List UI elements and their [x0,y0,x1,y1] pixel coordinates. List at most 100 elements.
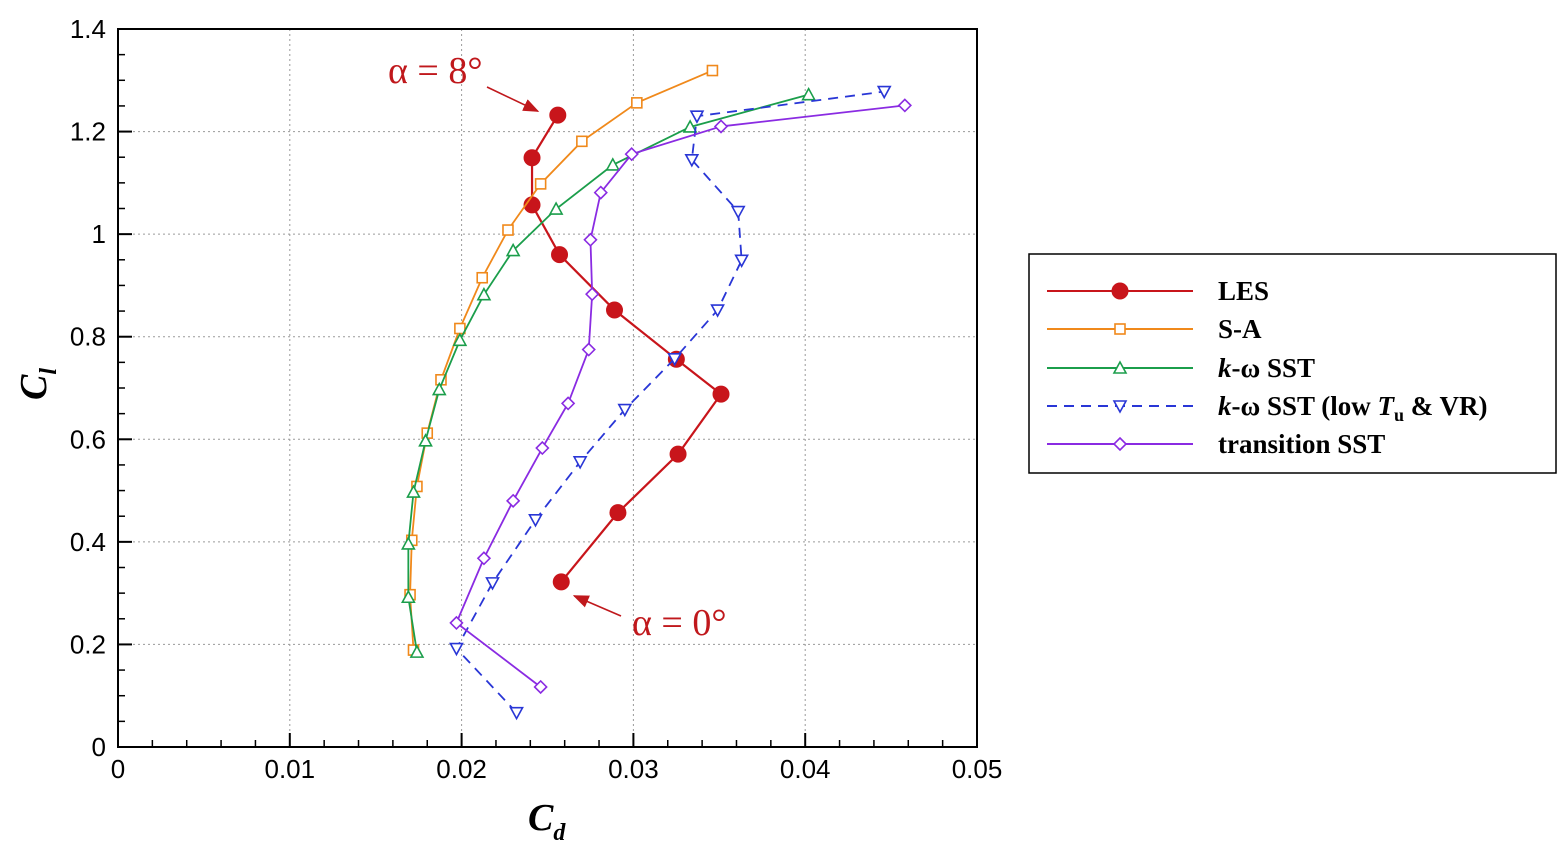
data-point [505,242,521,257]
legend: LES S-A k-ω SST k-ω SST (low Tu & VR) transi… [1028,253,1557,474]
data-point [452,332,468,347]
legend-item: transition SST [1047,429,1385,459]
data-point [713,119,729,134]
x-tick-label: 0 [111,754,125,784]
data-point [585,287,600,302]
data-point [506,493,521,508]
data-point [431,381,447,396]
x-tick-label: 0.05 [952,754,1003,784]
axes: 0 0.01 0.02 0.03 0.04 0.05 0 0.2 0.4 0.6 0.8 1 1.2 1.… [70,14,1002,784]
annotations: α = 8° α = 0° [388,50,727,644]
data-point [552,573,570,591]
data-point [682,119,698,133]
legend-marker [1112,360,1128,374]
x-tick-label: 0.04 [780,754,831,784]
y-tick-label: 1.4 [70,14,106,44]
data-point [409,644,425,658]
data-point [684,153,700,168]
series-line [455,104,905,688]
legend-label: transition SST [1218,429,1385,459]
y-tick-label: 0 [92,732,106,762]
y-axis-title-main: C [13,374,55,400]
legend-item: k-ω SST [1047,353,1315,383]
data-point [449,642,464,657]
annotation-arrow [572,595,622,617]
legend-item: LES [1047,276,1269,306]
x-axis-title: Cd [528,797,566,846]
x-axis-title-main: C [528,797,554,839]
data-point [605,157,621,171]
legend-item: k-ω SST (low Tu & VR) [1047,391,1488,425]
data-point [400,589,416,604]
series-3 [449,85,892,721]
series-line [530,114,723,583]
legend-marker [1112,400,1128,414]
data-point [476,271,489,284]
data-point [534,178,547,190]
x-tick-label: 0.02 [436,754,487,784]
data-point [712,385,730,403]
data-point [523,149,541,167]
data-point [509,706,524,721]
legend-marker [1114,323,1126,335]
y-tick-label: 0.8 [70,322,106,352]
data-point [576,135,588,148]
data-point [418,433,433,447]
legend-label: S-A [1218,314,1262,344]
series-0 [523,106,730,591]
x-axis-title-sub: d [553,820,566,846]
data-point [876,85,892,100]
data-point [669,445,687,463]
data-point [476,551,492,566]
data-point [631,97,643,109]
annotation-alpha-0: α = 0° [632,602,727,644]
data-point [400,536,416,550]
data-point [606,301,624,319]
x-tick-label: 0.03 [608,754,659,784]
data-point [734,254,749,268]
y-tick-label: 0.6 [70,424,106,454]
data-point [560,396,576,411]
data-point [689,110,705,124]
data-point [551,246,569,264]
data-point [449,615,464,631]
data-point [476,286,492,301]
data-point [583,232,598,247]
data-point [548,201,564,215]
data-point [502,224,514,236]
data-point [617,403,633,418]
data-point [593,185,608,200]
x-tick-label: 0.01 [264,754,315,784]
y-axis-title: Cl [13,368,62,400]
data-point [706,64,719,77]
y-tick-label: 0.4 [70,527,106,557]
y-axis-title-sub: l [36,368,62,375]
legend-label: k-ω SST [1218,353,1315,383]
data-point [528,514,543,528]
data-point [710,304,725,318]
series-2 [400,86,816,658]
plot-frame [117,28,978,748]
data-point [897,98,912,113]
data-point [535,440,550,456]
data-point [485,577,500,591]
data-point [549,106,567,124]
data-point [667,352,682,367]
legend-label: LES [1218,276,1269,306]
legend-label: k-ω SST (low Tu & VR) [1218,391,1488,425]
data-point [730,205,746,220]
data-point [624,147,639,162]
series-line [407,93,809,653]
y-tick-label: 1 [92,219,106,249]
legend-marker [1111,282,1129,300]
series-4 [449,98,912,695]
series [400,64,912,721]
data-point [533,679,548,695]
data-point [801,86,816,101]
legend-marker [1112,436,1128,452]
data-point [609,504,627,522]
data-point [406,484,421,498]
data-point [572,456,588,470]
annotation-arrow [486,86,540,112]
